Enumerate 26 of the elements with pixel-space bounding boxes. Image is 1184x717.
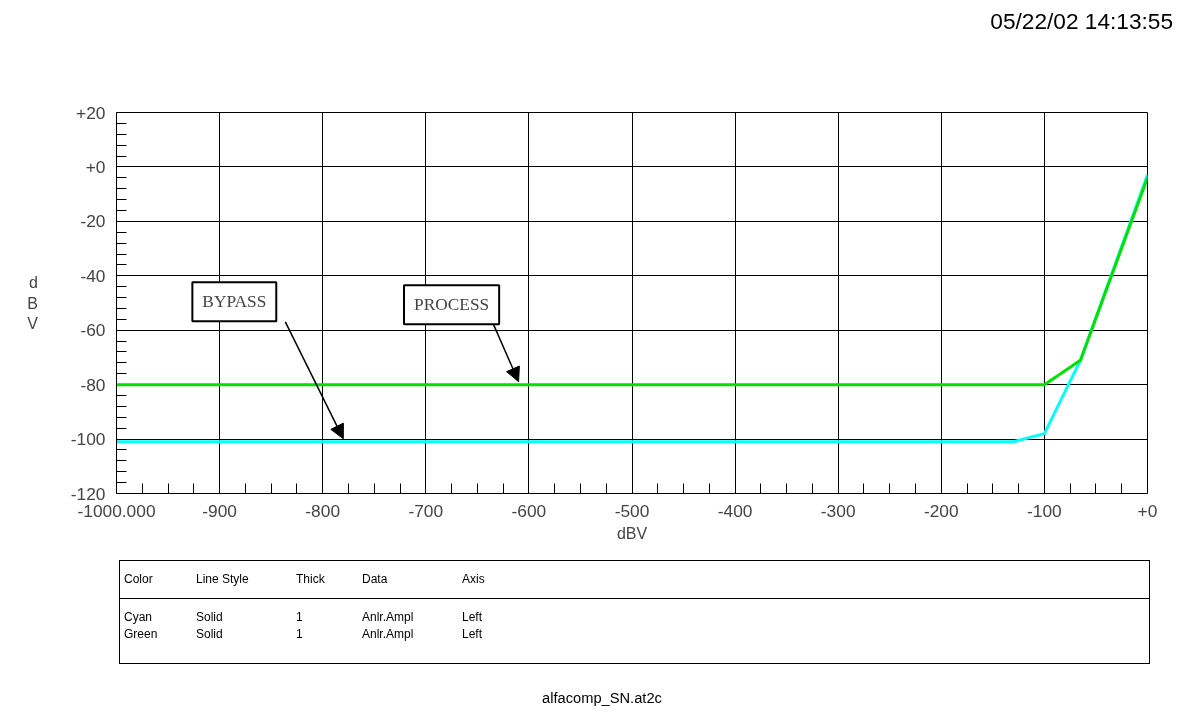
x-tick-label: -500	[614, 500, 650, 521]
x-tick-label: -400	[717, 500, 753, 521]
x-tick-label: -200	[923, 500, 959, 521]
text: alfacomp_SN.at2c	[542, 689, 662, 708]
y-tick-label: -60	[80, 320, 106, 341]
x-tick-label: -100	[1027, 500, 1062, 521]
y-tick-label: -100	[70, 429, 106, 450]
text: Cyan Solid 1 Anlr.Ampl Left	[124, 610, 483, 625]
x-tick-label: -700	[408, 500, 444, 521]
y-tick-label: +0	[85, 156, 106, 177]
text: Green Solid 1 Anlr.Ampl Left	[124, 627, 483, 642]
text: Color Line Style Thick Data Axis	[124, 572, 485, 586]
y-axis-title: dBV	[27, 274, 39, 332]
y-tick-label: +20	[76, 102, 106, 123]
x-axis-title: dBV	[616, 524, 648, 542]
annotation: PROCESS	[414, 295, 490, 315]
x-tick-label: -300	[820, 500, 856, 521]
x-tick-label: -800	[305, 500, 341, 521]
x-tick-label: +0	[1137, 500, 1158, 521]
y-tick-label: -20	[80, 211, 106, 232]
x-tick-label: -600	[511, 500, 547, 521]
x-tick-label: -900	[202, 500, 237, 521]
text: 05/22/02 14:13:55	[989, 7, 1173, 36]
y-tick-label: -40	[80, 265, 106, 286]
y-tick-label: -80	[80, 374, 106, 395]
annotation: BYPASS	[202, 292, 267, 312]
